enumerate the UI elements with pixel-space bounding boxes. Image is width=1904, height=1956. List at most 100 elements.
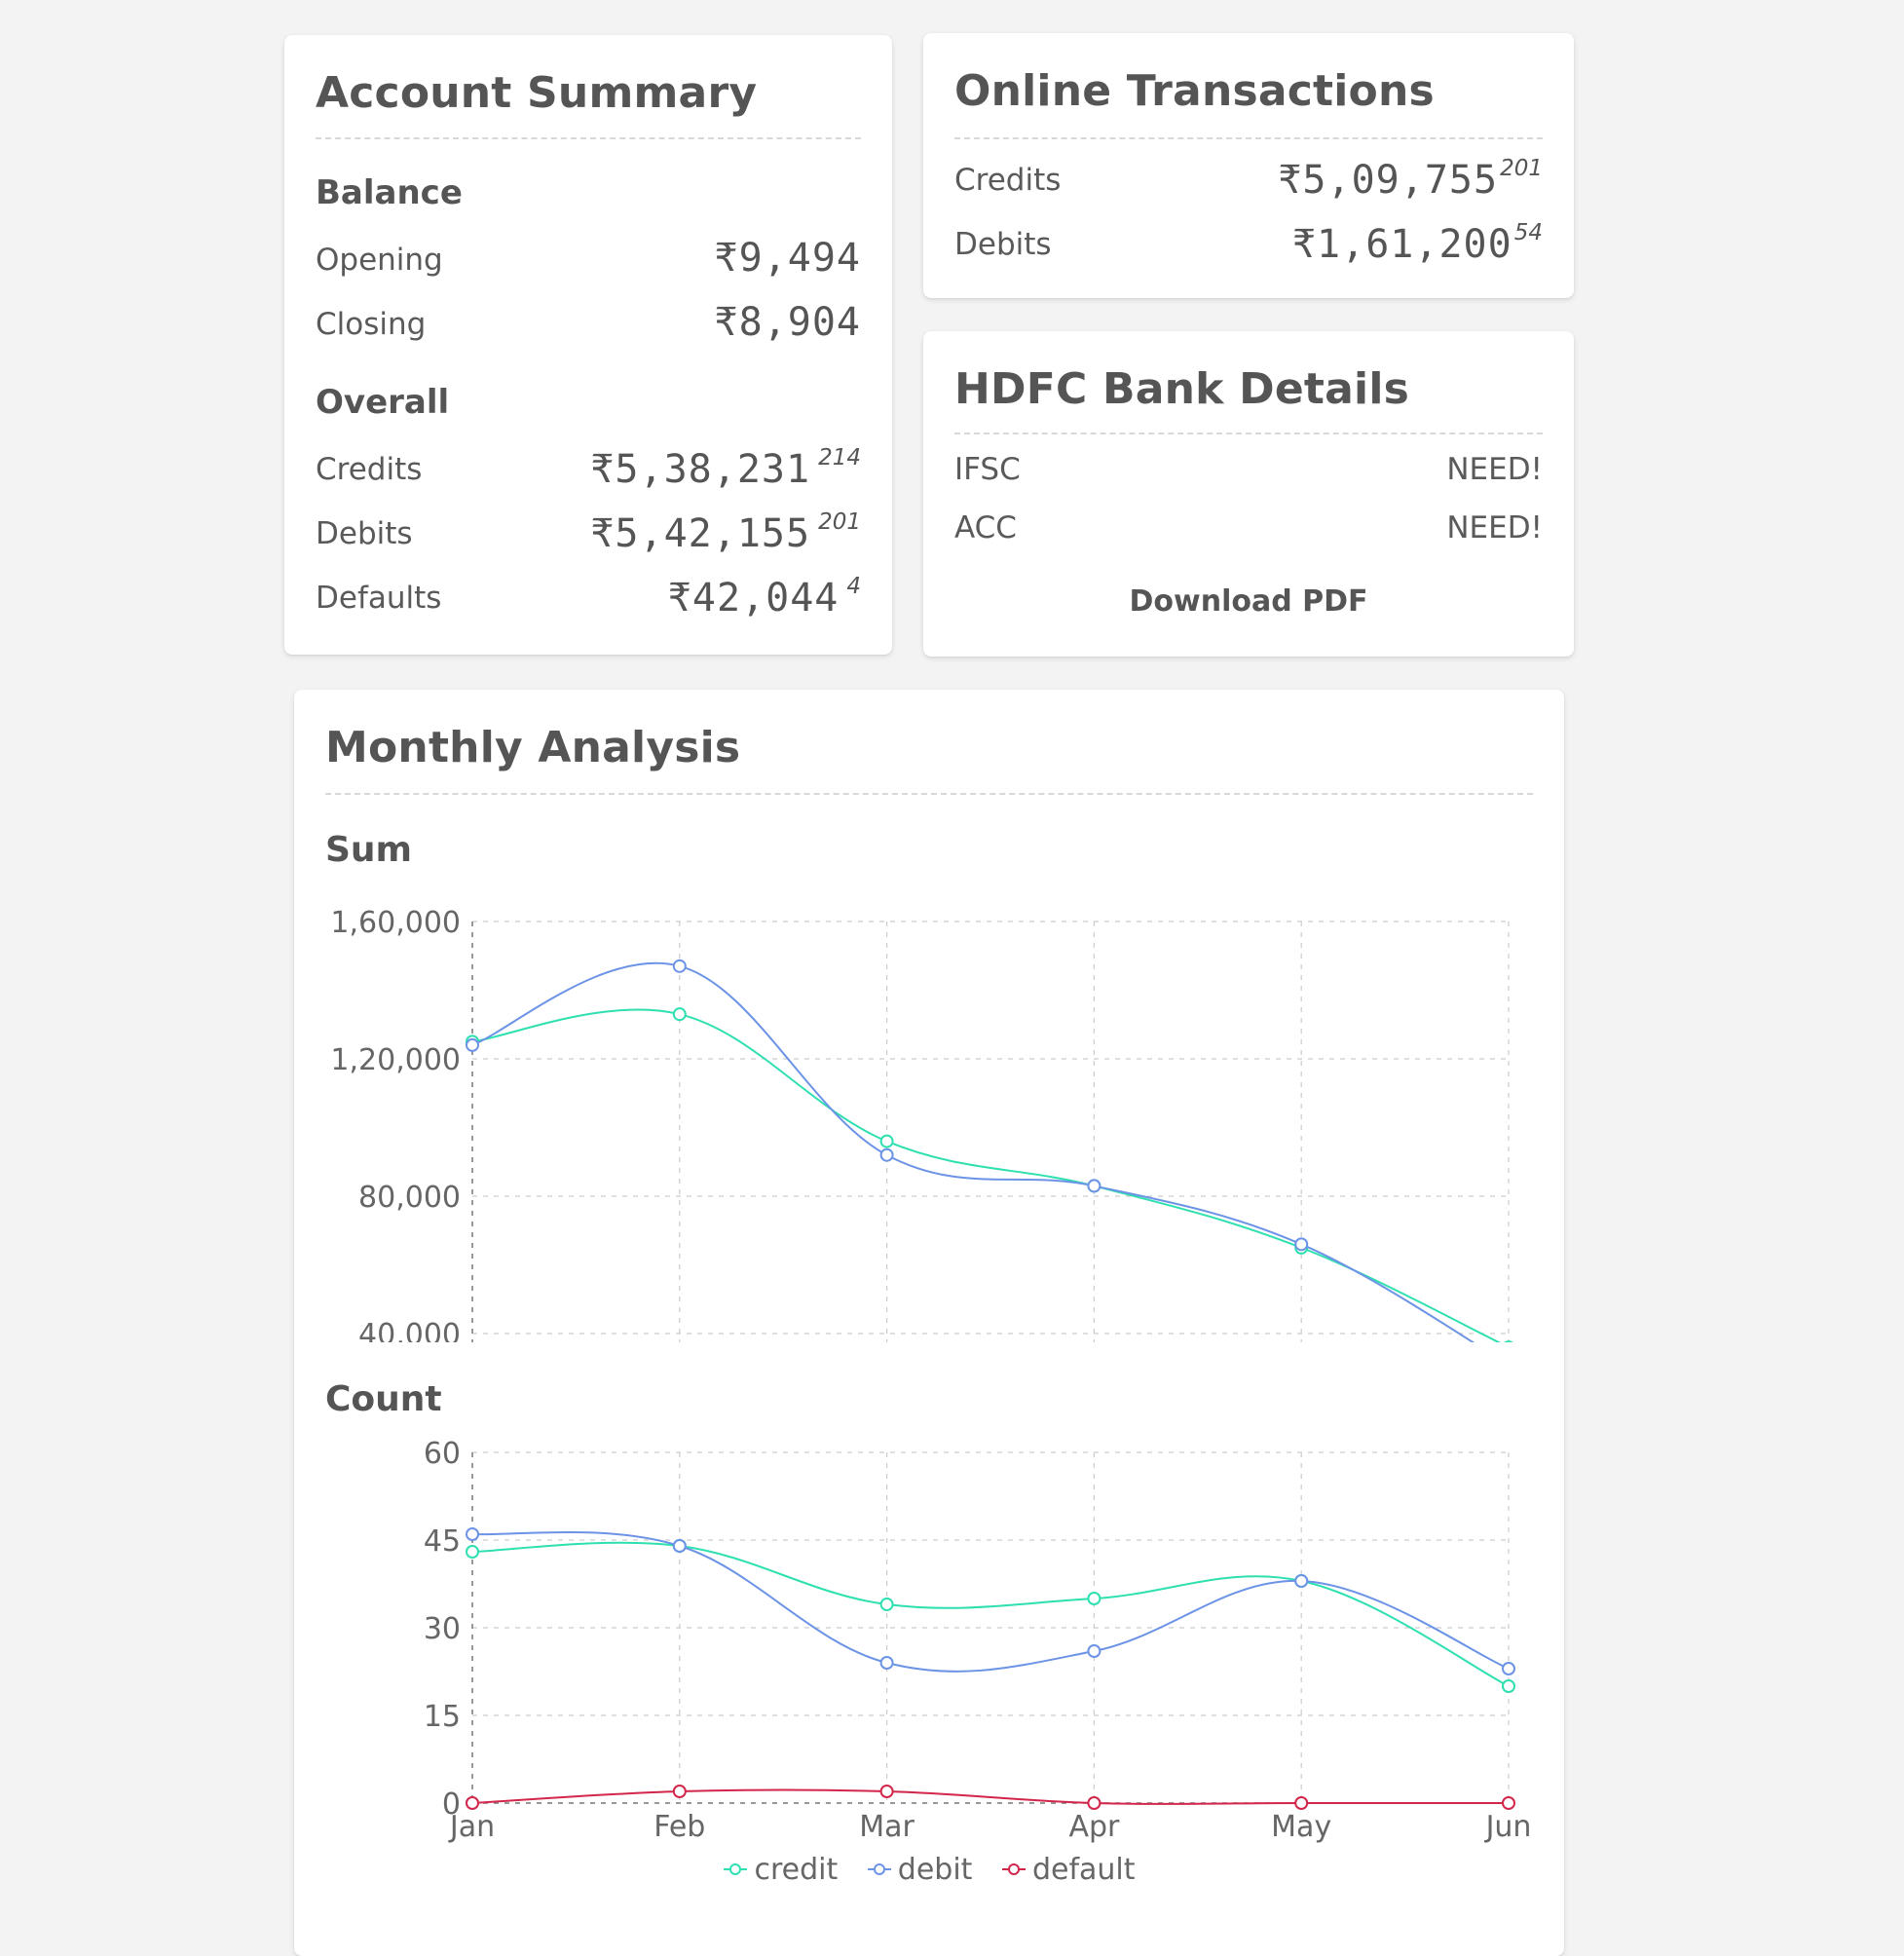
count-chart-ytick-label: 45 [424, 1524, 461, 1559]
overall-debits-value: ₹5,42,155 201 [590, 509, 861, 556]
count-chart-credit-point[interactable] [1502, 1679, 1515, 1693]
legend-credit-label: credit [754, 1852, 839, 1887]
count-chart-credit-point[interactable] [1087, 1592, 1101, 1605]
monthly-analysis-card: Monthly Analysis Sum 0 40,000 80,000 1,20,0… [294, 690, 1564, 1956]
count-chart-debit-point[interactable] [672, 1539, 687, 1553]
count-chart-xtick-label: May [1271, 1810, 1331, 1844]
chart-legend: credit debit default [294, 1851, 1564, 1887]
closing-value: ₹8,904 [714, 300, 861, 345]
count-chart-ytick-label: 30 [424, 1612, 461, 1646]
count-chart-debit-point[interactable] [466, 1527, 479, 1541]
count-chart-ytick-label: 60 [424, 1437, 461, 1471]
online-debits-value: ₹1,61,20054 [1292, 220, 1543, 267]
online-debits-label: Debits [954, 227, 1052, 262]
count-chart-xtick-label: Mar [859, 1810, 915, 1844]
count-chart-xtick-label: Jan [448, 1810, 495, 1844]
sum-chart-debit-point[interactable] [1087, 1179, 1101, 1193]
online-credits-count: 201 [1500, 156, 1543, 181]
count-chart: 0 15 30 45 60 Jan Feb Mar Apr May Jun [424, 1437, 1532, 1844]
acc-value: NEED! [1446, 510, 1543, 545]
overall-debits-amount: ₹5,42,155 [590, 511, 811, 556]
balance-heading: Balance [316, 173, 463, 212]
sum-chart-debit-point[interactable] [1294, 1237, 1309, 1252]
overall-debits-count: 201 [818, 509, 861, 535]
bank-details-card: HDFC Bank Details IFSC NEED! ACC NEED! D… [923, 331, 1574, 657]
count-chart-debit-point[interactable] [1087, 1644, 1101, 1658]
count-chart-debit-point[interactable] [1502, 1662, 1515, 1675]
count-chart-default-point[interactable] [1087, 1796, 1101, 1810]
account-summary-title: Account Summary [316, 68, 758, 118]
count-chart-credit-point[interactable] [466, 1545, 479, 1559]
count-chart-series-credit-line [471, 1541, 1510, 1687]
overall-defaults-label: Defaults [316, 581, 442, 616]
legend-item-credit[interactable]: credit [723, 1853, 838, 1887]
overall-heading: Overall [316, 383, 450, 422]
account-summary-card: Account Summary Balance Opening ₹9,494 C… [284, 35, 892, 655]
overall-defaults-amount: ₹42,044 [667, 576, 840, 621]
legend-item-debit[interactable]: debit [867, 1852, 973, 1887]
ifsc-value: NEED! [1446, 452, 1543, 487]
count-chart-debit-point[interactable] [1294, 1574, 1309, 1588]
count-chart-credit-point[interactable] [879, 1598, 894, 1611]
count-chart-title: Count [325, 1379, 442, 1419]
overall-defaults-count: 4 [846, 574, 861, 599]
sum-chart: 040,00080,0001,20,0001,60,000JanFebMarAp… [330, 906, 1514, 1342]
monthly-analysis-title: Monthly Analysis [325, 723, 741, 772]
sum-chart-credit-point[interactable] [672, 1007, 687, 1022]
count-chart-default-point[interactable] [1502, 1796, 1515, 1810]
online-transactions-card: Online Transactions Credits ₹5,09,755201… [923, 33, 1574, 298]
sum-chart-credit-point[interactable] [879, 1134, 894, 1148]
opening-label: Opening [316, 243, 443, 278]
sum-chart-title: Sum [325, 830, 413, 870]
count-chart-default-point[interactable] [879, 1785, 894, 1798]
legend-item-default[interactable]: default [1001, 1853, 1136, 1887]
online-credits-amount: ₹5,09,755 [1278, 158, 1499, 203]
count-chart-series-default-line [471, 1788, 1509, 1805]
overall-credits-label: Credits [316, 452, 423, 487]
count-chart-default-point[interactable] [466, 1796, 479, 1810]
sum-chart-series-credit-line [471, 1008, 1501, 1342]
legend-credit-swatch-icon [724, 1863, 748, 1875]
closing-label: Closing [316, 307, 427, 342]
count-chart-series-debit-line [471, 1530, 1510, 1673]
sum-chart-series-debit-line [471, 961, 1475, 1342]
sum-chart-ytick-label: 1,60,000 [330, 906, 461, 940]
count-chart-xtick-label: Apr [1068, 1810, 1120, 1844]
online-credits-value: ₹5,09,755201 [1278, 156, 1543, 203]
sum-chart-ytick-label: 80,000 [358, 1181, 461, 1215]
sum-chart-credit-point[interactable] [1503, 1340, 1514, 1342]
download-pdf-button[interactable]: Download PDF [1129, 584, 1368, 619]
sum-chart-ytick-label: 40,000 [358, 1318, 461, 1342]
legend-debit-label: debit [897, 1852, 973, 1887]
bank-details-divider [954, 433, 1543, 434]
overall-debits-label: Debits [316, 516, 413, 551]
opening-value: ₹9,494 [714, 236, 861, 281]
online-debits-count: 54 [1513, 220, 1543, 245]
sum-chart-debit-point[interactable] [672, 959, 687, 973]
monthly-analysis-divider [325, 793, 1533, 795]
count-chart-xtick-label: Jun [1484, 1810, 1532, 1844]
online-credits-label: Credits [954, 163, 1062, 198]
legend-debit-swatch-icon [867, 1863, 891, 1875]
online-transactions-divider [954, 137, 1543, 139]
count-chart-ytick-label: 15 [424, 1700, 461, 1734]
sum-chart-debit-point[interactable] [466, 1037, 479, 1052]
legend-default-label: default [1031, 1852, 1136, 1887]
legend-default-swatch-icon [1001, 1863, 1026, 1875]
account-summary-divider [316, 137, 861, 139]
overall-credits-amount: ₹5,38,231 [590, 447, 811, 492]
count-chart-default-point[interactable] [1294, 1796, 1309, 1810]
ifsc-label: IFSC [954, 452, 1021, 487]
sum-chart-ytick-label: 1,20,000 [330, 1043, 461, 1077]
count-chart-default-point[interactable] [672, 1785, 687, 1798]
sum-chart-debit-point[interactable] [879, 1147, 894, 1162]
count-chart-debit-point[interactable] [879, 1656, 894, 1670]
count-chart-ytick-label: 0 [442, 1787, 461, 1822]
online-debits-amount: ₹1,61,200 [1291, 222, 1512, 267]
overall-credits-count: 214 [818, 445, 861, 470]
acc-label: ACC [954, 510, 1017, 545]
count-chart-xtick-label: Feb [653, 1810, 705, 1844]
overall-credits-value: ₹5,38,231 214 [590, 445, 861, 492]
online-transactions-title: Online Transactions [954, 66, 1435, 116]
bank-details-title: HDFC Bank Details [954, 364, 1409, 414]
